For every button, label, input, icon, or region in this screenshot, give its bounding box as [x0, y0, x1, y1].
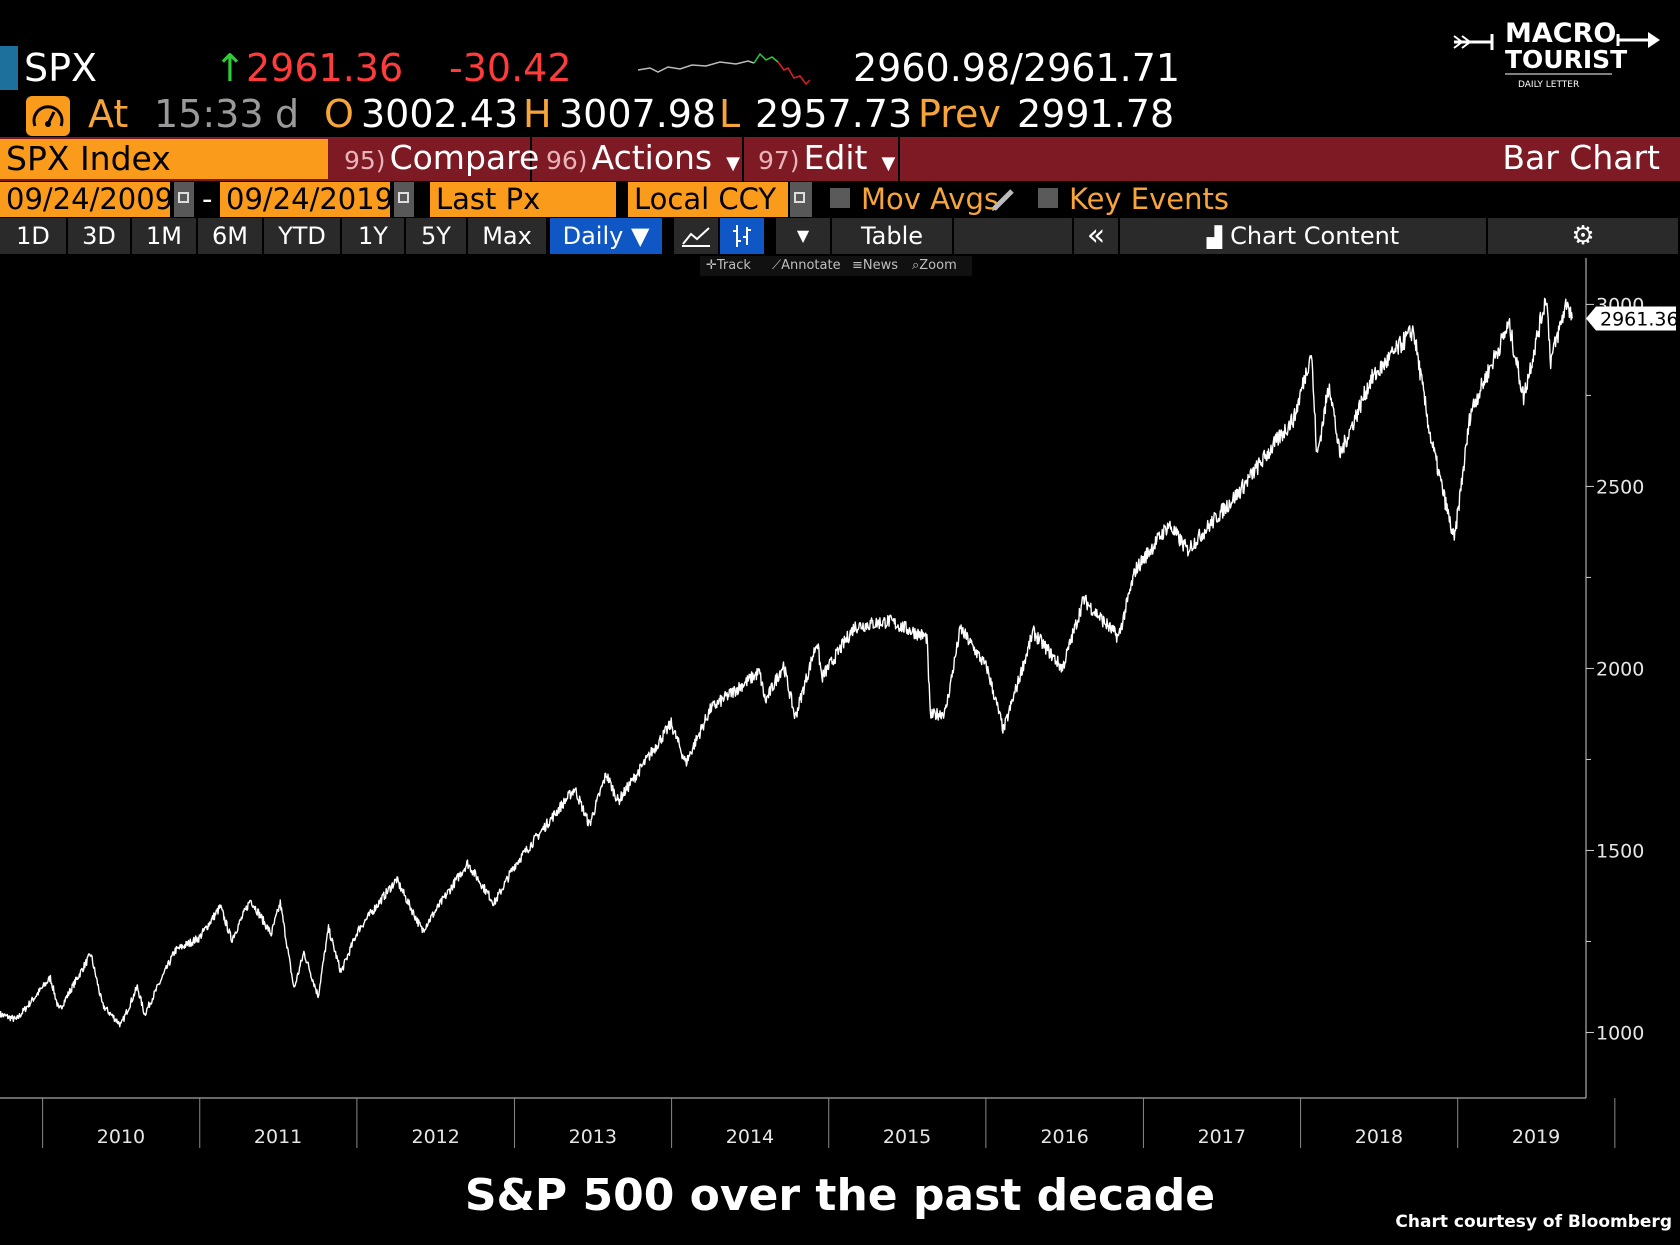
period-bar: 1D 3D 1M 6M YTD 1Y 5Y Max Daily ▼ ▼ Tabl… [0, 218, 1680, 256]
last-value-tag [1586, 306, 1676, 331]
table-button[interactable]: Table [832, 218, 952, 254]
date-range-bar: 09/24/2009 - 09/24/2019 Last Px Local CC… [0, 182, 1680, 219]
ticker-marker [0, 46, 18, 90]
period-ytd[interactable]: YTD [264, 218, 340, 254]
frequency-select[interactable]: Daily ▼ [550, 218, 662, 254]
x-axis: 2010 2011 2012 2013 2014 2015 2016 2017 2018 2019 [0, 1097, 1616, 1148]
macro-tourist-logo: MACRO TOURIST DAILY LETTER [1452, 12, 1662, 92]
last-value-marker: 2961.36 [1586, 306, 1679, 331]
start-date-field[interactable]: 09/24/2009 [0, 182, 173, 217]
high-value: 3007.98 [559, 92, 717, 136]
prev-label: Prev [918, 92, 1001, 136]
caret-down-icon: ▼ [726, 153, 740, 174]
logo-line1: MACRO [1505, 18, 1616, 49]
annotate-tool[interactable]: ⟋ Annotate [772, 258, 841, 273]
time-suffix: d [275, 92, 300, 136]
toolbar-spacer [954, 218, 1072, 254]
period-1y[interactable]: 1Y [342, 218, 404, 254]
open-value: 3002.43 [361, 92, 519, 136]
x-tick-label: 2014 [726, 1126, 774, 1148]
low-label: L [719, 92, 741, 136]
x-tick-label: 2019 [1512, 1126, 1560, 1148]
y-tick-label: 2500 [1596, 476, 1644, 498]
low-value: 2957.73 [755, 92, 913, 136]
date-dash: - [202, 182, 213, 216]
quote-detail: At 15:33 d O 3002.43 H 3007.98 L 2957.73… [0, 92, 1680, 136]
news-tool[interactable]: ≡ News [852, 258, 899, 273]
at-label: At [88, 92, 129, 136]
calendar-icon[interactable] [174, 182, 194, 217]
x-tick-label: 2018 [1355, 1126, 1403, 1148]
edit-menu[interactable]: 97) Edit ▼ [746, 137, 900, 181]
x-tick-label: 2010 [97, 1126, 145, 1148]
speedometer-icon[interactable] [26, 96, 70, 136]
x-tick-label: 2016 [1040, 1126, 1088, 1148]
menu-bar: SPX Index 95) Compare 96) Actions ▼ 97) Edit… [0, 137, 1680, 181]
x-tick-label: 2011 [254, 1126, 302, 1148]
track-tool[interactable]: ✛ Track [706, 258, 751, 273]
logo-line3: DAILY LETTER [1518, 80, 1579, 90]
chart-style-dropdown-icon[interactable]: ▼ [776, 218, 830, 254]
ticker[interactable]: SPX [24, 46, 98, 90]
bar-chart-icon[interactable] [720, 218, 764, 254]
period-1m[interactable]: 1M [132, 218, 196, 254]
chart-credit: Chart courtesy of Bloomberg [1395, 1212, 1672, 1232]
prev-value: 2991.78 [1017, 92, 1175, 136]
chart-content-icon: ▟ [1206, 225, 1223, 249]
open-label: O [324, 92, 354, 136]
quote-time: 15:33 [154, 92, 264, 136]
price-chart[interactable]: 2010 2011 2012 2013 2014 2015 2016 2017 2018 2019… [0, 258, 1680, 1158]
bid-ask: 2960.98/2961.71 [853, 46, 1181, 90]
x-tick-label: 2013 [569, 1126, 617, 1148]
collapse-icon[interactable]: « [1074, 218, 1118, 254]
spx-price-line [0, 297, 1573, 1028]
period-1d[interactable]: 1D [0, 218, 66, 254]
last-value-label: 2961.36 [1600, 308, 1679, 330]
price-series [0, 297, 1573, 1028]
x-tick-label: 2017 [1198, 1126, 1246, 1148]
quote-header: SPX ↑ 2961.36 -30.42 2960.98/2961.71 [0, 44, 1680, 92]
end-date-field[interactable]: 09/24/2019 [220, 182, 393, 217]
price-field-select[interactable]: Last Px [430, 182, 616, 217]
chart-type-label: Bar Chart [1502, 138, 1660, 177]
period-3d[interactable]: 3D [68, 218, 130, 254]
net-change: -30.42 [449, 46, 572, 90]
x-tick-label: 2012 [411, 1126, 459, 1148]
currency-select[interactable]: Local CCY [628, 182, 788, 217]
period-max[interactable]: Max [468, 218, 546, 254]
y-tick-label: 1500 [1596, 840, 1644, 862]
y-tick-label: 2000 [1596, 658, 1644, 680]
calendar-icon[interactable] [394, 182, 414, 217]
y-tick-label: 1000 [1596, 1022, 1644, 1044]
mov-avgs-label[interactable]: Mov Avgs [861, 182, 999, 216]
x-tick-label: 2015 [883, 1126, 931, 1148]
pencil-icon[interactable] [990, 187, 1016, 213]
chart-tools: ✛ Track ⟋ Annotate ≡ News ⌕ Zoom [700, 256, 972, 276]
last-price: 2961.36 [246, 46, 404, 90]
period-6m[interactable]: 6M [198, 218, 262, 254]
intraday-sparkline [637, 52, 811, 86]
actions-menu[interactable]: 96) Actions ▼ [534, 137, 744, 181]
mov-avgs-checkbox[interactable] [830, 188, 850, 208]
high-label: H [523, 92, 552, 136]
compare-button[interactable]: 95) Compare [332, 137, 539, 181]
chart-caption: S&P 500 over the past decade [464, 1170, 1216, 1221]
logo-line2: TOURIST [1505, 45, 1627, 74]
up-arrow-icon: ↑ [214, 46, 246, 90]
security-field[interactable]: SPX Index [0, 139, 328, 179]
gear-icon[interactable]: ⚙ [1488, 218, 1678, 254]
caret-down-icon: ▼ [881, 153, 896, 174]
zoom-tool[interactable]: ⌕ Zoom [912, 258, 957, 273]
line-chart-icon[interactable] [674, 218, 718, 254]
period-5y[interactable]: 5Y [406, 218, 466, 254]
key-events-checkbox[interactable] [1038, 188, 1058, 208]
currency-dropdown-icon[interactable] [790, 182, 812, 217]
key-events-label[interactable]: Key Events [1069, 182, 1229, 216]
chart-content-button[interactable]: ▟ Chart Content [1120, 218, 1486, 254]
